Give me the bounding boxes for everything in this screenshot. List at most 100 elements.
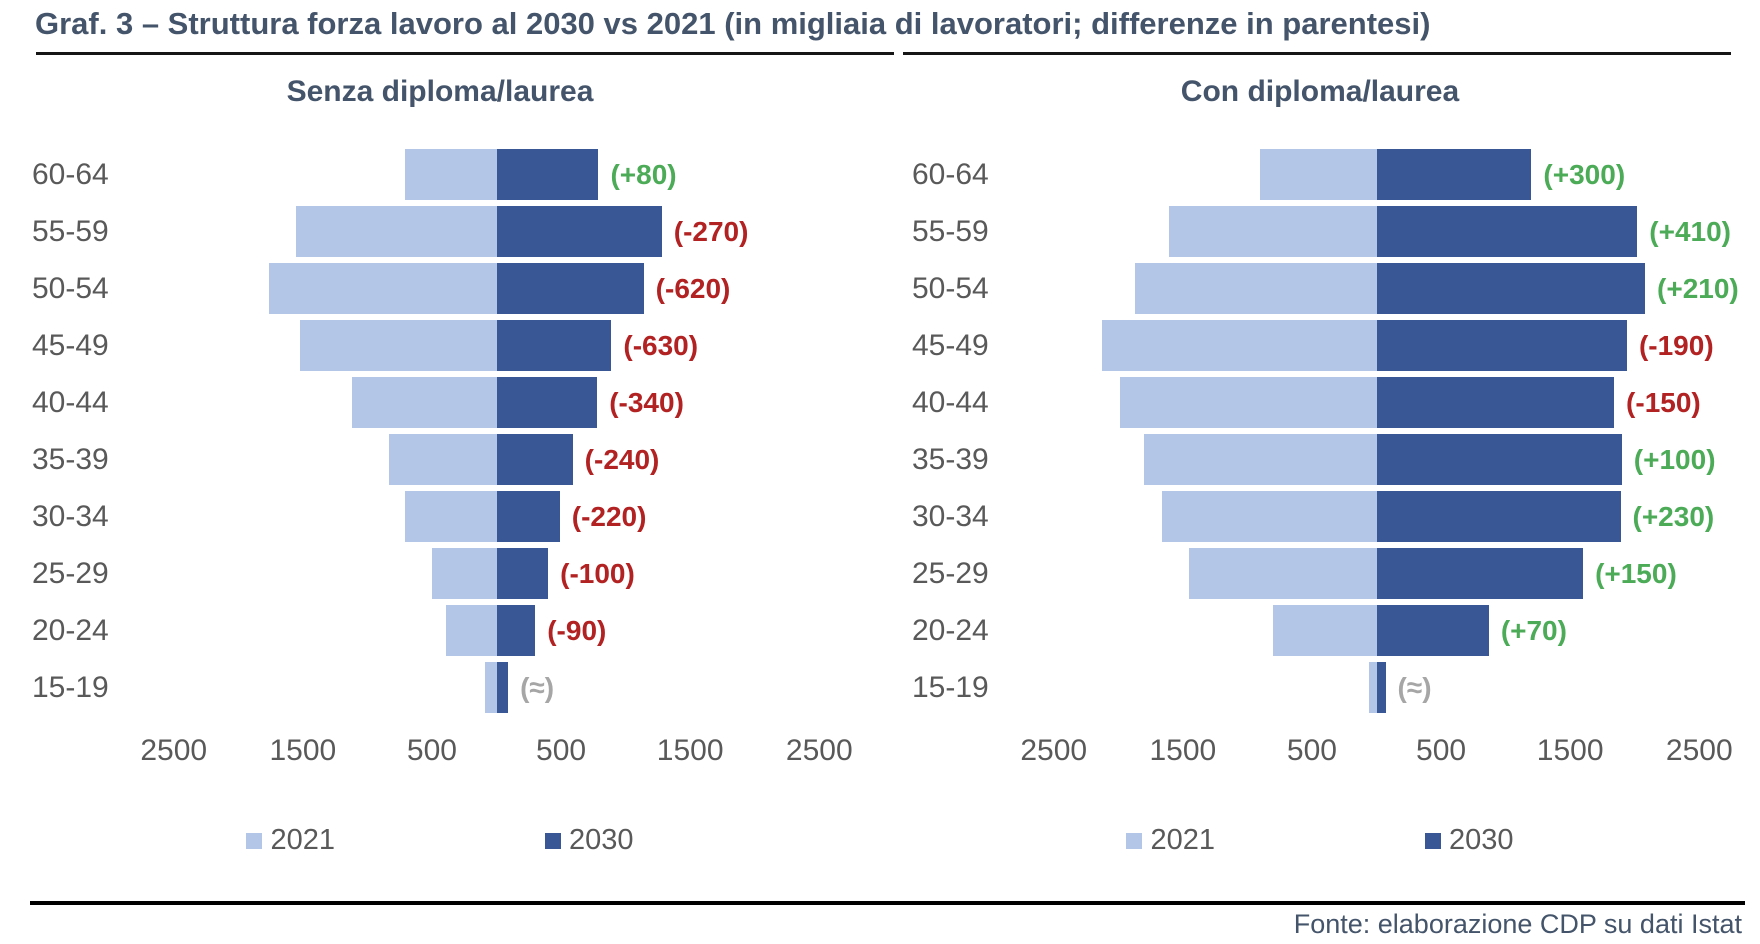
legend-label: 2030 <box>569 824 634 856</box>
difference-annotation: (-630) <box>623 329 699 361</box>
bar-area: (+150) <box>1015 548 1738 599</box>
age-group-label: 60-64 <box>912 157 989 191</box>
age-group-label: 30-34 <box>912 499 989 533</box>
difference-annotation: (-220) <box>571 500 647 532</box>
difference-annotation: (+410) <box>1649 215 1731 247</box>
legend-item: 2030 <box>1425 824 1514 857</box>
bar-2021 <box>389 434 497 485</box>
bar-2021 <box>1168 206 1377 257</box>
bar-2021 <box>431 548 497 599</box>
chart-row: 40-44 (-340) <box>10 374 870 431</box>
bar-2030 <box>1376 263 1646 314</box>
bar-2030 <box>1376 206 1638 257</box>
bar-2021 <box>404 491 497 542</box>
chart-row: 35-39 (+100) <box>890 431 1750 488</box>
chart-row: 25-29 (+150) <box>890 545 1750 602</box>
bar-area: (-90) <box>135 605 858 656</box>
bar-area: (+70) <box>1015 605 1738 656</box>
bar-2030 <box>1376 377 1615 428</box>
age-group-label: 40-44 <box>912 385 989 419</box>
footer-divider <box>30 901 1745 905</box>
figure-title: Graf. 3 – Struttura forza lavoro al 2030… <box>35 6 1431 41</box>
bar-area: (≈) <box>135 662 858 713</box>
chart-row: 60-64 (+300) <box>890 146 1750 203</box>
chart-row: 30-34 (+230) <box>890 488 1750 545</box>
chart-row: 50-54 (-620) <box>10 260 870 317</box>
chart-rows: 60-64 (+80) 55-59 (-270) 50-54 (-620) 45-49 (-6… <box>10 146 870 716</box>
chart-row: 55-59 (+410) <box>890 203 1750 260</box>
bar-2021 <box>1260 149 1377 200</box>
legend-swatch-2030 <box>1425 832 1441 849</box>
chart-row: 25-29 (-100) <box>10 545 870 602</box>
age-group-label: 55-59 <box>32 214 109 248</box>
bar-area: (-150) <box>1015 377 1738 428</box>
difference-annotation: (-620) <box>655 272 731 304</box>
bar-area: (+300) <box>1015 149 1738 200</box>
legend: 2021 2030 <box>890 824 1750 857</box>
difference-annotation: (-190) <box>1638 329 1714 361</box>
legend-item: 2021 <box>246 824 335 857</box>
axis-tick-label: 2500 <box>1020 734 1088 767</box>
chart-row: 40-44 (-150) <box>890 374 1750 431</box>
legend-swatch-2021 <box>1126 832 1143 849</box>
difference-annotation: (-100) <box>560 557 635 589</box>
legend-label: 2030 <box>1449 824 1514 856</box>
age-group-label: 15-19 <box>912 670 989 704</box>
chart-subtitle: Con diploma/laurea <box>1180 75 1460 108</box>
bar-area: (+410) <box>1015 206 1738 257</box>
bar-2030 <box>496 377 598 428</box>
legend-item: 2021 <box>1126 824 1215 857</box>
chart-row: 30-34 (-220) <box>10 488 870 545</box>
difference-annotation: (+150) <box>1595 557 1677 589</box>
legend-label: 2021 <box>1150 824 1215 856</box>
age-group-label: 40-44 <box>32 385 109 419</box>
bar-2030 <box>1376 491 1621 542</box>
chart-row: 15-19 (≈) <box>890 659 1750 716</box>
bar-2030 <box>1376 662 1386 713</box>
bar-2030 <box>496 548 549 599</box>
bar-2021 <box>351 377 497 428</box>
age-group-label: 55-59 <box>912 214 989 248</box>
chart-row: 15-19 (≈) <box>10 659 870 716</box>
bar-2021 <box>404 149 497 200</box>
bar-area: (-220) <box>135 491 858 542</box>
bar-area: (+100) <box>1015 434 1738 485</box>
bar-2021 <box>1273 605 1377 656</box>
axis-tick-label: 500 <box>1416 734 1467 767</box>
age-group-label: 20-24 <box>32 613 109 647</box>
age-group-label: 60-64 <box>32 157 109 191</box>
bar-2021 <box>269 263 497 314</box>
bar-area: (+210) <box>1015 263 1739 314</box>
bar-2030 <box>1376 605 1489 656</box>
chart-subtitle: Senza diploma/laurea <box>286 75 594 108</box>
bar-2030 <box>496 662 509 713</box>
age-group-label: 15-19 <box>32 670 109 704</box>
title-underline-left <box>36 52 894 55</box>
difference-annotation: (-270) <box>673 215 749 247</box>
bar-2021 <box>1189 548 1377 599</box>
difference-annotation: (≈) <box>520 671 555 703</box>
chart-row: 60-64 (+80) <box>10 146 870 203</box>
age-group-label: 35-39 <box>32 442 109 476</box>
chart-row: 50-54 (+210) <box>890 260 1750 317</box>
bar-2030 <box>496 605 536 656</box>
title-underline-right <box>903 52 1731 55</box>
bar-2021 <box>1144 434 1377 485</box>
bar-area: (-240) <box>135 434 858 485</box>
bar-2021 <box>484 662 497 713</box>
difference-annotation: (-240) <box>584 443 660 475</box>
difference-annotation: (+210) <box>1657 272 1739 304</box>
age-group-label: 35-39 <box>912 442 989 476</box>
axis-tick-label: 1500 <box>269 734 337 767</box>
axis-tick-label: 1500 <box>1149 734 1217 767</box>
bar-2021 <box>1162 491 1377 542</box>
legend-swatch-2030 <box>545 832 561 849</box>
bar-area: (+80) <box>135 149 858 200</box>
x-axis: 2500 1500 500 500 1500 2500 <box>135 724 858 770</box>
axis-tick-label: 2500 <box>140 734 208 767</box>
age-group-label: 50-54 <box>32 271 109 305</box>
axis-tick-label: 2500 <box>785 734 853 767</box>
age-group-label: 45-49 <box>32 328 109 362</box>
source-note: Fonte: elaborazione CDP su dati Istat <box>1293 909 1742 939</box>
bar-2030 <box>1376 434 1622 485</box>
